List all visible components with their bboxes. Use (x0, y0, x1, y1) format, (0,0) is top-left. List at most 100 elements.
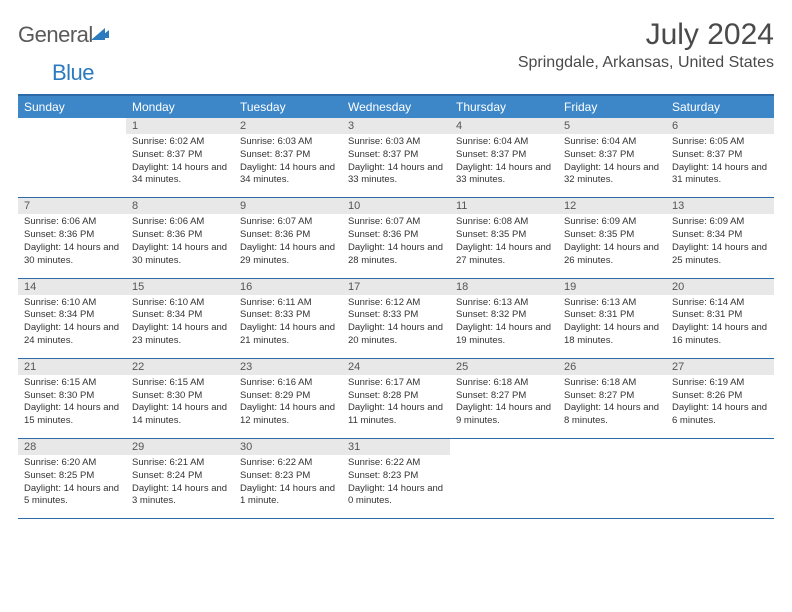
day-number: 24 (342, 359, 450, 375)
calendar-day-cell: 6Sunrise: 6:05 AMSunset: 8:37 PMDaylight… (666, 118, 774, 198)
calendar-week-row: 14Sunrise: 6:10 AMSunset: 8:34 PMDayligh… (18, 278, 774, 358)
day-number: 28 (18, 439, 126, 455)
day-number: 27 (666, 359, 774, 375)
sunrise-text: Sunrise: 6:15 AM (24, 377, 120, 390)
daylight-text: Daylight: 14 hours and 8 minutes. (564, 402, 660, 428)
page-title: July 2024 (518, 18, 774, 52)
day-number: 2 (234, 118, 342, 134)
sunset-text: Sunset: 8:30 PM (132, 390, 228, 403)
day-number: 25 (450, 359, 558, 375)
daylight-text: Daylight: 14 hours and 24 minutes. (24, 322, 120, 348)
sunset-text: Sunset: 8:34 PM (24, 309, 120, 322)
day-number: 6 (666, 118, 774, 134)
sunrise-text: Sunrise: 6:13 AM (456, 297, 552, 310)
daylight-text: Daylight: 14 hours and 29 minutes. (240, 242, 336, 268)
calendar-day-cell: 5Sunrise: 6:04 AMSunset: 8:37 PMDaylight… (558, 118, 666, 198)
sunrise-text: Sunrise: 6:02 AM (132, 136, 228, 149)
daylight-text: Daylight: 14 hours and 6 minutes. (672, 402, 768, 428)
sunrise-text: Sunrise: 6:06 AM (132, 216, 228, 229)
calendar-day-cell (666, 439, 774, 519)
calendar-day-cell: 19Sunrise: 6:13 AMSunset: 8:31 PMDayligh… (558, 278, 666, 358)
day-number: 9 (234, 198, 342, 214)
day-details: Sunrise: 6:13 AMSunset: 8:31 PMDaylight:… (558, 295, 666, 358)
sunrise-text: Sunrise: 6:14 AM (672, 297, 768, 310)
day-number: 30 (234, 439, 342, 455)
sunrise-text: Sunrise: 6:21 AM (132, 457, 228, 470)
day-details: Sunrise: 6:14 AMSunset: 8:31 PMDaylight:… (666, 295, 774, 358)
calendar-day-cell: 28Sunrise: 6:20 AMSunset: 8:25 PMDayligh… (18, 439, 126, 519)
sunset-text: Sunset: 8:36 PM (132, 229, 228, 242)
day-details (666, 443, 774, 499)
brand-word1: General (18, 22, 93, 48)
day-details: Sunrise: 6:06 AMSunset: 8:36 PMDaylight:… (126, 214, 234, 277)
daylight-text: Daylight: 14 hours and 20 minutes. (348, 322, 444, 348)
day-details: Sunrise: 6:16 AMSunset: 8:29 PMDaylight:… (234, 375, 342, 438)
daylight-text: Daylight: 14 hours and 21 minutes. (240, 322, 336, 348)
sunrise-text: Sunrise: 6:04 AM (564, 136, 660, 149)
sunrise-text: Sunrise: 6:09 AM (564, 216, 660, 229)
sunrise-text: Sunrise: 6:16 AM (240, 377, 336, 390)
calendar-day-cell: 1Sunrise: 6:02 AMSunset: 8:37 PMDaylight… (126, 118, 234, 198)
calendar-day-cell: 3 Sunrise: 6:03 AMSunset: 8:37 PMDaylight… (342, 118, 450, 198)
calendar-day-cell: 22Sunrise: 6:15 AMSunset: 8:30 PMDayligh… (126, 358, 234, 438)
sunrise-text: Sunrise: 6:03 AM (348, 136, 444, 149)
calendar-day-cell: 18Sunrise: 6:13 AMSunset: 8:32 PMDayligh… (450, 278, 558, 358)
sunrise-text: Sunrise: 6:18 AM (456, 377, 552, 390)
day-number: 12 (558, 198, 666, 214)
daylight-text: Daylight: 14 hours and 23 minutes. (132, 322, 228, 348)
calendar-day-cell: 17Sunrise: 6:12 AMSunset: 8:33 PMDayligh… (342, 278, 450, 358)
sunrise-text: Sunrise: 6:05 AM (672, 136, 768, 149)
calendar-table: Sunday Monday Tuesday Wednesday Thursday… (18, 94, 774, 519)
daylight-text: Daylight: 14 hours and 33 minutes. (348, 162, 444, 188)
day-number: 1 (126, 118, 234, 134)
sunrise-text: Sunrise: 6:03 AM (240, 136, 336, 149)
daylight-text: Daylight: 14 hours and 3 minutes. (132, 483, 228, 509)
sunset-text: Sunset: 8:29 PM (240, 390, 336, 403)
sunrise-text: Sunrise: 6:22 AM (240, 457, 336, 470)
daylight-text: Daylight: 14 hours and 18 minutes. (564, 322, 660, 348)
day-details: Sunrise: 6:03 AMSunset: 8:37 PMDaylight:… (234, 134, 342, 197)
sunset-text: Sunset: 8:37 PM (348, 149, 444, 162)
calendar-day-cell: 7Sunrise: 6:06 AMSunset: 8:36 PMDaylight… (18, 198, 126, 278)
calendar-day-cell: 29Sunrise: 6:21 AMSunset: 8:24 PMDayligh… (126, 439, 234, 519)
day-details: Sunrise: 6:13 AMSunset: 8:32 PMDaylight:… (450, 295, 558, 358)
day-header-row: Sunday Monday Tuesday Wednesday Thursday… (18, 95, 774, 118)
day-details: Sunrise: 6:07 AMSunset: 8:36 PMDaylight:… (234, 214, 342, 277)
daylight-text: Daylight: 14 hours and 14 minutes. (132, 402, 228, 428)
day-number: 10 (342, 198, 450, 214)
day-number: 7 (18, 198, 126, 214)
day-header: Wednesday (342, 95, 450, 118)
sunset-text: Sunset: 8:35 PM (564, 229, 660, 242)
calendar-day-cell: 15Sunrise: 6:10 AMSunset: 8:34 PMDayligh… (126, 278, 234, 358)
daylight-text: Daylight: 14 hours and 32 minutes. (564, 162, 660, 188)
day-number: 3 (342, 118, 450, 134)
sunset-text: Sunset: 8:37 PM (132, 149, 228, 162)
day-number: 14 (18, 279, 126, 295)
daylight-text: Daylight: 14 hours and 1 minute. (240, 483, 336, 509)
calendar-day-cell: 10Sunrise: 6:07 AMSunset: 8:36 PMDayligh… (342, 198, 450, 278)
day-number: 15 (126, 279, 234, 295)
sunset-text: Sunset: 8:26 PM (672, 390, 768, 403)
day-number: 26 (558, 359, 666, 375)
day-header: Saturday (666, 95, 774, 118)
sunrise-text: Sunrise: 6:10 AM (132, 297, 228, 310)
day-number: 20 (666, 279, 774, 295)
calendar-day-cell: 12Sunrise: 6:09 AMSunset: 8:35 PMDayligh… (558, 198, 666, 278)
calendar-week-row: 1Sunrise: 6:02 AMSunset: 8:37 PMDaylight… (18, 118, 774, 198)
day-details: Sunrise: 6:20 AMSunset: 8:25 PMDaylight:… (18, 455, 126, 518)
day-details: Sunrise: 6:18 AMSunset: 8:27 PMDaylight:… (450, 375, 558, 438)
logo-triangle-icon (99, 30, 109, 38)
day-number: 5 (558, 118, 666, 134)
day-number: 11 (450, 198, 558, 214)
day-details: Sunrise: 6:05 AMSunset: 8:37 PMDaylight:… (666, 134, 774, 197)
daylight-text: Daylight: 14 hours and 15 minutes. (24, 402, 120, 428)
day-details: Sunrise: 6:10 AMSunset: 8:34 PMDaylight:… (18, 295, 126, 358)
calendar-day-cell: 4Sunrise: 6:04 AMSunset: 8:37 PMDaylight… (450, 118, 558, 198)
daylight-text: Daylight: 14 hours and 25 minutes. (672, 242, 768, 268)
calendar-day-cell: 26Sunrise: 6:18 AMSunset: 8:27 PMDayligh… (558, 358, 666, 438)
sunset-text: Sunset: 8:32 PM (456, 309, 552, 322)
sunset-text: Sunset: 8:27 PM (456, 390, 552, 403)
day-number: 4 (450, 118, 558, 134)
sunset-text: Sunset: 8:23 PM (240, 470, 336, 483)
calendar-day-cell: 11Sunrise: 6:08 AMSunset: 8:35 PMDayligh… (450, 198, 558, 278)
